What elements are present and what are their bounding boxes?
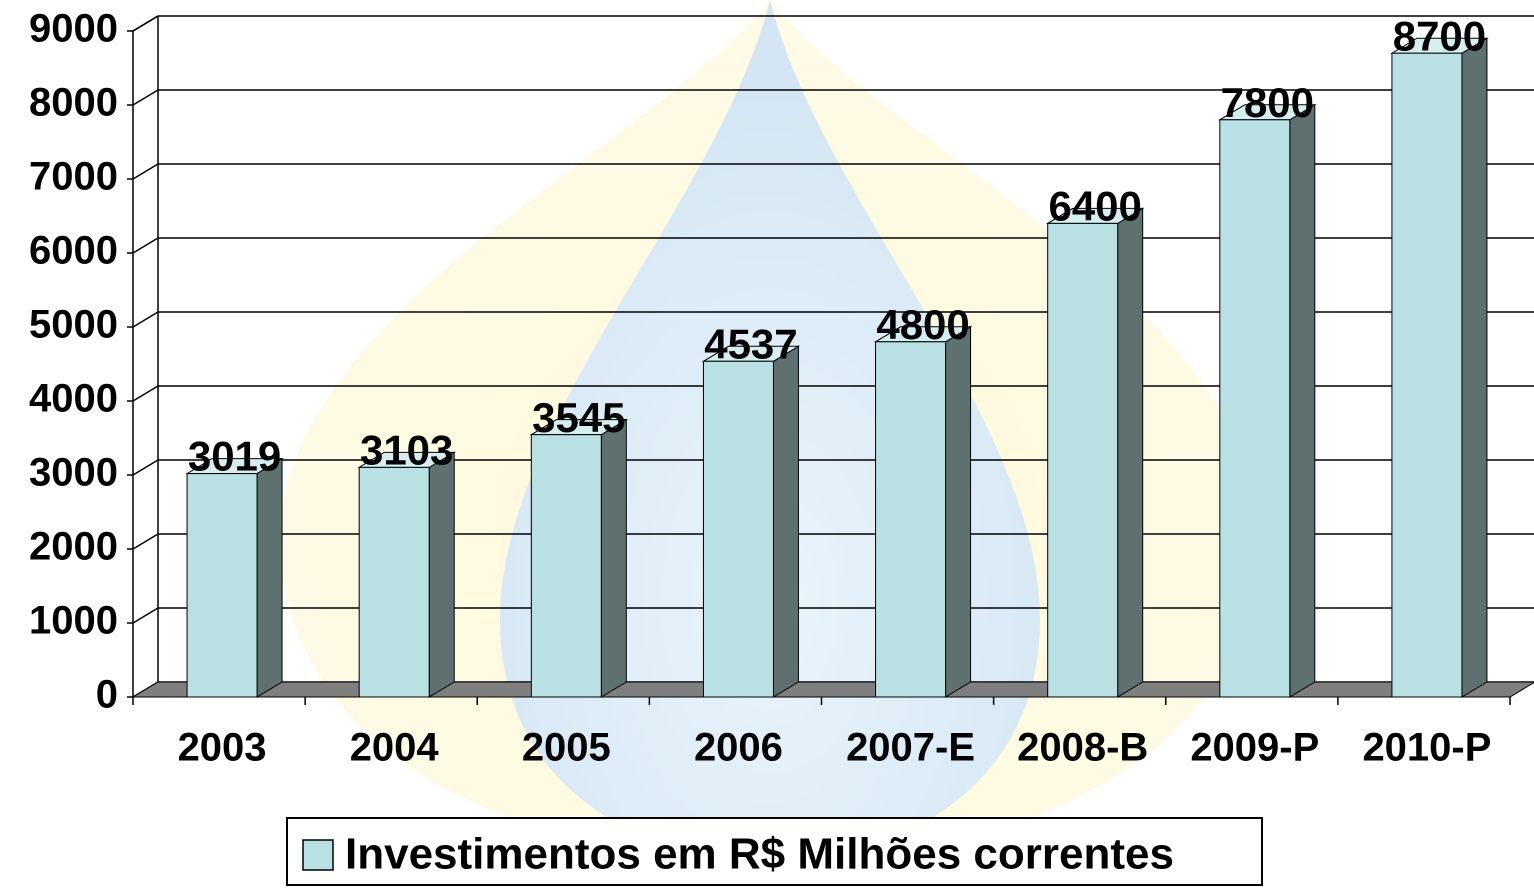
y-tick-label: 3000 bbox=[29, 451, 118, 495]
bar bbox=[358, 466, 430, 698]
data-label: 4537 bbox=[704, 320, 797, 367]
legend-label: Investimentos em R$ Milhões correntes bbox=[345, 830, 1174, 879]
grid-line bbox=[132, 607, 159, 624]
y-tick-label: 5000 bbox=[29, 303, 118, 347]
bar-side bbox=[600, 418, 627, 698]
x-tick-label: 2004 bbox=[350, 726, 440, 770]
data-label: 6400 bbox=[1048, 182, 1141, 229]
grid-line bbox=[132, 311, 159, 328]
bar bbox=[1391, 52, 1463, 698]
x-tick-label: 2007-E bbox=[846, 726, 975, 770]
y-tick-label: 9000 bbox=[29, 7, 118, 51]
bar-side bbox=[1461, 37, 1488, 698]
bar-side bbox=[1289, 103, 1316, 698]
y-tick-label: 7000 bbox=[29, 155, 118, 199]
x-tick-label: 2009-P bbox=[1190, 726, 1319, 770]
x-tick-label: 2008-B bbox=[1017, 726, 1148, 770]
y-tick-label: 6000 bbox=[29, 229, 118, 273]
y-tick-label: 4000 bbox=[29, 377, 118, 421]
x-tick-label: 2006 bbox=[694, 726, 783, 770]
y-tick-label: 8000 bbox=[29, 81, 118, 125]
grid-line bbox=[132, 237, 159, 254]
legend-box bbox=[286, 817, 1263, 886]
legend-swatch bbox=[302, 839, 334, 871]
bar-side bbox=[772, 345, 799, 698]
grid-line bbox=[132, 89, 159, 106]
grid-line bbox=[132, 385, 159, 402]
grid-line bbox=[132, 459, 159, 476]
bar bbox=[1219, 119, 1291, 698]
x-tick-label: 2010-P bbox=[1362, 726, 1491, 770]
x-tick-label: 2003 bbox=[178, 726, 267, 770]
bar-side bbox=[1117, 207, 1144, 698]
x-tick-label: 2005 bbox=[522, 726, 611, 770]
floor bbox=[131, 681, 1534, 698]
data-label: 3545 bbox=[532, 394, 625, 441]
grid-line bbox=[132, 533, 159, 550]
bar-side bbox=[428, 451, 455, 698]
bar-side bbox=[945, 325, 972, 698]
y-tick-label: 1000 bbox=[29, 599, 118, 643]
data-label: 3019 bbox=[188, 433, 281, 480]
grid-line bbox=[132, 163, 159, 180]
data-label: 8700 bbox=[1393, 12, 1486, 59]
grid-line bbox=[132, 15, 159, 32]
bar bbox=[702, 360, 774, 698]
data-label: 3103 bbox=[360, 426, 453, 473]
bar bbox=[1047, 222, 1119, 698]
y-tick-label: 0 bbox=[96, 673, 118, 717]
bar bbox=[530, 434, 602, 698]
bar-side bbox=[256, 457, 283, 698]
y-tick-label: 2000 bbox=[29, 525, 118, 569]
data-label: 7800 bbox=[1221, 79, 1314, 126]
data-label: 4800 bbox=[876, 301, 969, 348]
bar bbox=[875, 341, 947, 698]
bar bbox=[186, 473, 258, 698]
